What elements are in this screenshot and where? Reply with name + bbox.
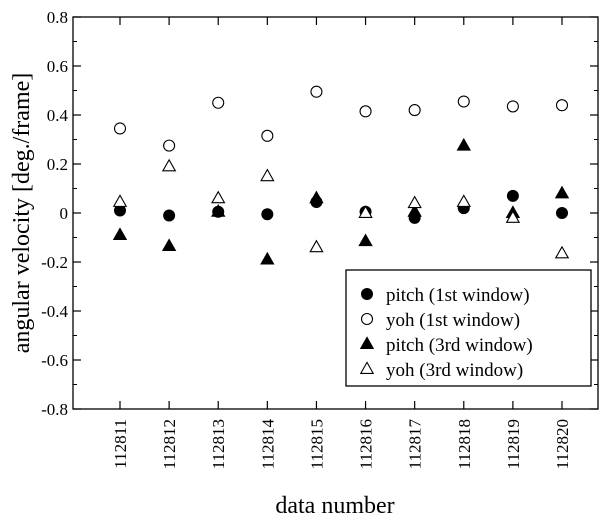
series-1-point — [556, 207, 568, 219]
legend-label-3: pitch (3rd window) — [386, 335, 533, 356]
x-tick-label: 112814 — [258, 419, 277, 470]
series-4-point — [309, 239, 324, 253]
y-tick-label: 0.8 — [47, 8, 68, 27]
x-tick-label: 112815 — [307, 419, 326, 469]
x-tick-label: 112811 — [111, 419, 130, 469]
legend-label-1: pitch (1st window) — [386, 285, 530, 306]
y-tick-label: -0.6 — [41, 351, 68, 370]
x-tick-label: 112817 — [406, 419, 425, 470]
series-4-point — [554, 245, 570, 259]
legend-label-2: yoh (1st window) — [386, 310, 520, 331]
x-tick-label: 112813 — [209, 419, 228, 469]
legend-box — [345, 269, 592, 387]
series-4-point — [456, 194, 471, 207]
series-2-point — [457, 95, 470, 108]
legend-marker-4 — [359, 361, 375, 374]
legend-marker-3 — [359, 336, 375, 349]
series-2-point — [408, 104, 421, 117]
x-axis-ticks: 112811 112812 112813 112814 112815 112816 1128… — [111, 17, 572, 469]
y-tick-label: 0.4 — [47, 106, 69, 125]
x-axis-label: data number — [275, 493, 394, 519]
series-4-point — [161, 158, 177, 172]
series-4-point — [505, 210, 521, 223]
series-4-point — [211, 190, 226, 204]
series-3-point — [161, 238, 177, 252]
series-3-point — [211, 204, 226, 217]
x-tick-label: 112819 — [504, 419, 523, 469]
series-2-point — [261, 129, 274, 142]
x-tick-label: 112820 — [553, 419, 572, 469]
series-1-point — [261, 208, 274, 221]
y-tick-label: -0.4 — [41, 302, 68, 321]
series-3-point — [554, 185, 570, 199]
series-4-point — [407, 195, 422, 209]
series-2-point — [359, 105, 372, 118]
series-2-point — [163, 139, 176, 152]
series-3-point — [260, 251, 275, 265]
series-2-point — [212, 96, 225, 109]
y-tick-label: -0.8 — [41, 400, 68, 419]
legend: pitch (1st window) yoh (1st window) pitch … — [345, 269, 592, 387]
series-1-point — [506, 189, 519, 202]
y-tick-label: 0.2 — [47, 155, 68, 174]
series-3-point — [112, 227, 128, 240]
y-tick-label: 0 — [60, 204, 69, 223]
series-3-point — [309, 190, 324, 204]
series-2-point — [113, 122, 127, 135]
y-axis-label: angular velocity [deg./frame] — [9, 73, 35, 354]
y-tick-label: 0.6 — [47, 57, 68, 76]
series-4-point — [260, 168, 275, 182]
data-markers — [112, 85, 570, 265]
legend-marker-2 — [360, 312, 374, 326]
x-tick-label: 112812 — [160, 419, 179, 469]
series-2-point — [506, 100, 519, 113]
x-tick-label: 112818 — [455, 419, 474, 469]
y-tick-label: -0.2 — [41, 253, 68, 272]
series-4-point — [112, 194, 128, 207]
series-2-point — [555, 99, 569, 112]
series-4-point — [358, 205, 373, 218]
legend-marker-1 — [361, 288, 373, 300]
series-3-point — [407, 204, 422, 217]
series-1-point — [163, 209, 176, 222]
series-2-point — [310, 85, 323, 98]
y-axis-ticks: -0.8 -0.6 -0.4 -0.2 0 0.2 0.4 0.6 0.8 — [41, 8, 598, 419]
series-3-point — [456, 137, 471, 151]
series-3-point — [358, 233, 373, 247]
x-tick-label: 112816 — [357, 419, 376, 469]
legend-label-4: yoh (3rd window) — [386, 360, 523, 381]
